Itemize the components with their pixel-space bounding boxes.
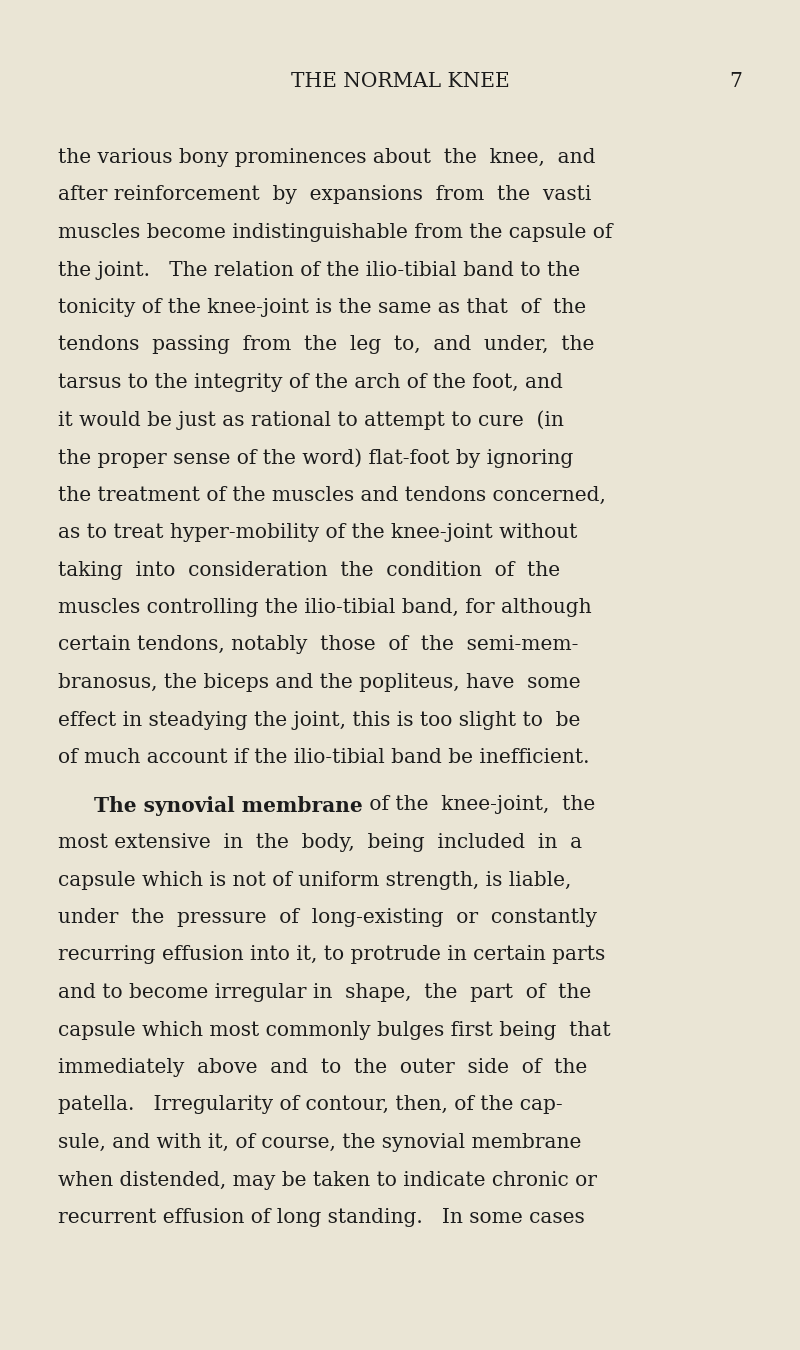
Text: taking  into  consideration  the  condition  of  the: taking into consideration the condition … bbox=[58, 560, 560, 579]
Text: capsule which is not of uniform strength, is liable,: capsule which is not of uniform strength… bbox=[58, 871, 571, 890]
Text: of much account if the ilio-tibial band be inefficient.: of much account if the ilio-tibial band … bbox=[58, 748, 590, 767]
Text: recurring effusion into it, to protrude in certain parts: recurring effusion into it, to protrude … bbox=[58, 945, 606, 964]
Text: branosus, the biceps and the popliteus, have  some: branosus, the biceps and the popliteus, … bbox=[58, 674, 581, 693]
Text: certain tendons, notably  those  of  the  semi-mem-: certain tendons, notably those of the se… bbox=[58, 636, 578, 655]
Text: tendons  passing  from  the  leg  to,  and  under,  the: tendons passing from the leg to, and und… bbox=[58, 336, 594, 355]
Text: when distended, may be taken to indicate chronic or: when distended, may be taken to indicate… bbox=[58, 1170, 597, 1189]
Text: recurrent effusion of long standing.   In some cases: recurrent effusion of long standing. In … bbox=[58, 1208, 585, 1227]
Text: THE NORMAL KNEE: THE NORMAL KNEE bbox=[290, 72, 510, 90]
Text: effect in steadying the joint, this is too slight to  be: effect in steadying the joint, this is t… bbox=[58, 710, 580, 729]
Text: tarsus to the integrity of the arch of the foot, and: tarsus to the integrity of the arch of t… bbox=[58, 373, 563, 391]
Text: 7: 7 bbox=[729, 72, 742, 90]
Text: the joint.   The relation of the ilio-tibial band to the: the joint. The relation of the ilio-tibi… bbox=[58, 261, 580, 279]
Text: muscles become indistinguishable from the capsule of: muscles become indistinguishable from th… bbox=[58, 223, 612, 242]
Text: the proper sense of the word) flat-foot by ignoring: the proper sense of the word) flat-foot … bbox=[58, 448, 574, 467]
Text: of the  knee-joint,  the: of the knee-joint, the bbox=[362, 795, 595, 814]
Text: most extensive  in  the  body,  being  included  in  a: most extensive in the body, being includ… bbox=[58, 833, 582, 852]
Text: after reinforcement  by  expansions  from  the  vasti: after reinforcement by expansions from t… bbox=[58, 185, 591, 204]
Text: the treatment of the muscles and tendons concerned,: the treatment of the muscles and tendons… bbox=[58, 486, 606, 505]
Text: as to treat hyper-mobility of the knee-joint without: as to treat hyper-mobility of the knee-j… bbox=[58, 522, 578, 541]
Text: patella.   Irregularity of contour, then, of the cap-: patella. Irregularity of contour, then, … bbox=[58, 1095, 562, 1115]
Text: under  the  pressure  of  long-existing  or  constantly: under the pressure of long-existing or c… bbox=[58, 909, 597, 927]
Text: sule, and with it, of course, the synovial membrane: sule, and with it, of course, the synovi… bbox=[58, 1133, 582, 1152]
Text: the various bony prominences about  the  knee,  and: the various bony prominences about the k… bbox=[58, 148, 595, 167]
Text: tonicity of the knee-joint is the same as that  of  the: tonicity of the knee-joint is the same a… bbox=[58, 298, 586, 317]
Text: muscles controlling the ilio-tibial band, for although: muscles controlling the ilio-tibial band… bbox=[58, 598, 592, 617]
Text: it would be just as rational to attempt to cure  (in: it would be just as rational to attempt … bbox=[58, 410, 564, 431]
Text: immediately  above  and  to  the  outer  side  of  the: immediately above and to the outer side … bbox=[58, 1058, 587, 1077]
Text: capsule which most commonly bulges first being  that: capsule which most commonly bulges first… bbox=[58, 1021, 610, 1040]
Text: and to become irregular in  shape,  the  part  of  the: and to become irregular in shape, the pa… bbox=[58, 983, 591, 1002]
Text: The synovial membrane: The synovial membrane bbox=[94, 795, 362, 815]
